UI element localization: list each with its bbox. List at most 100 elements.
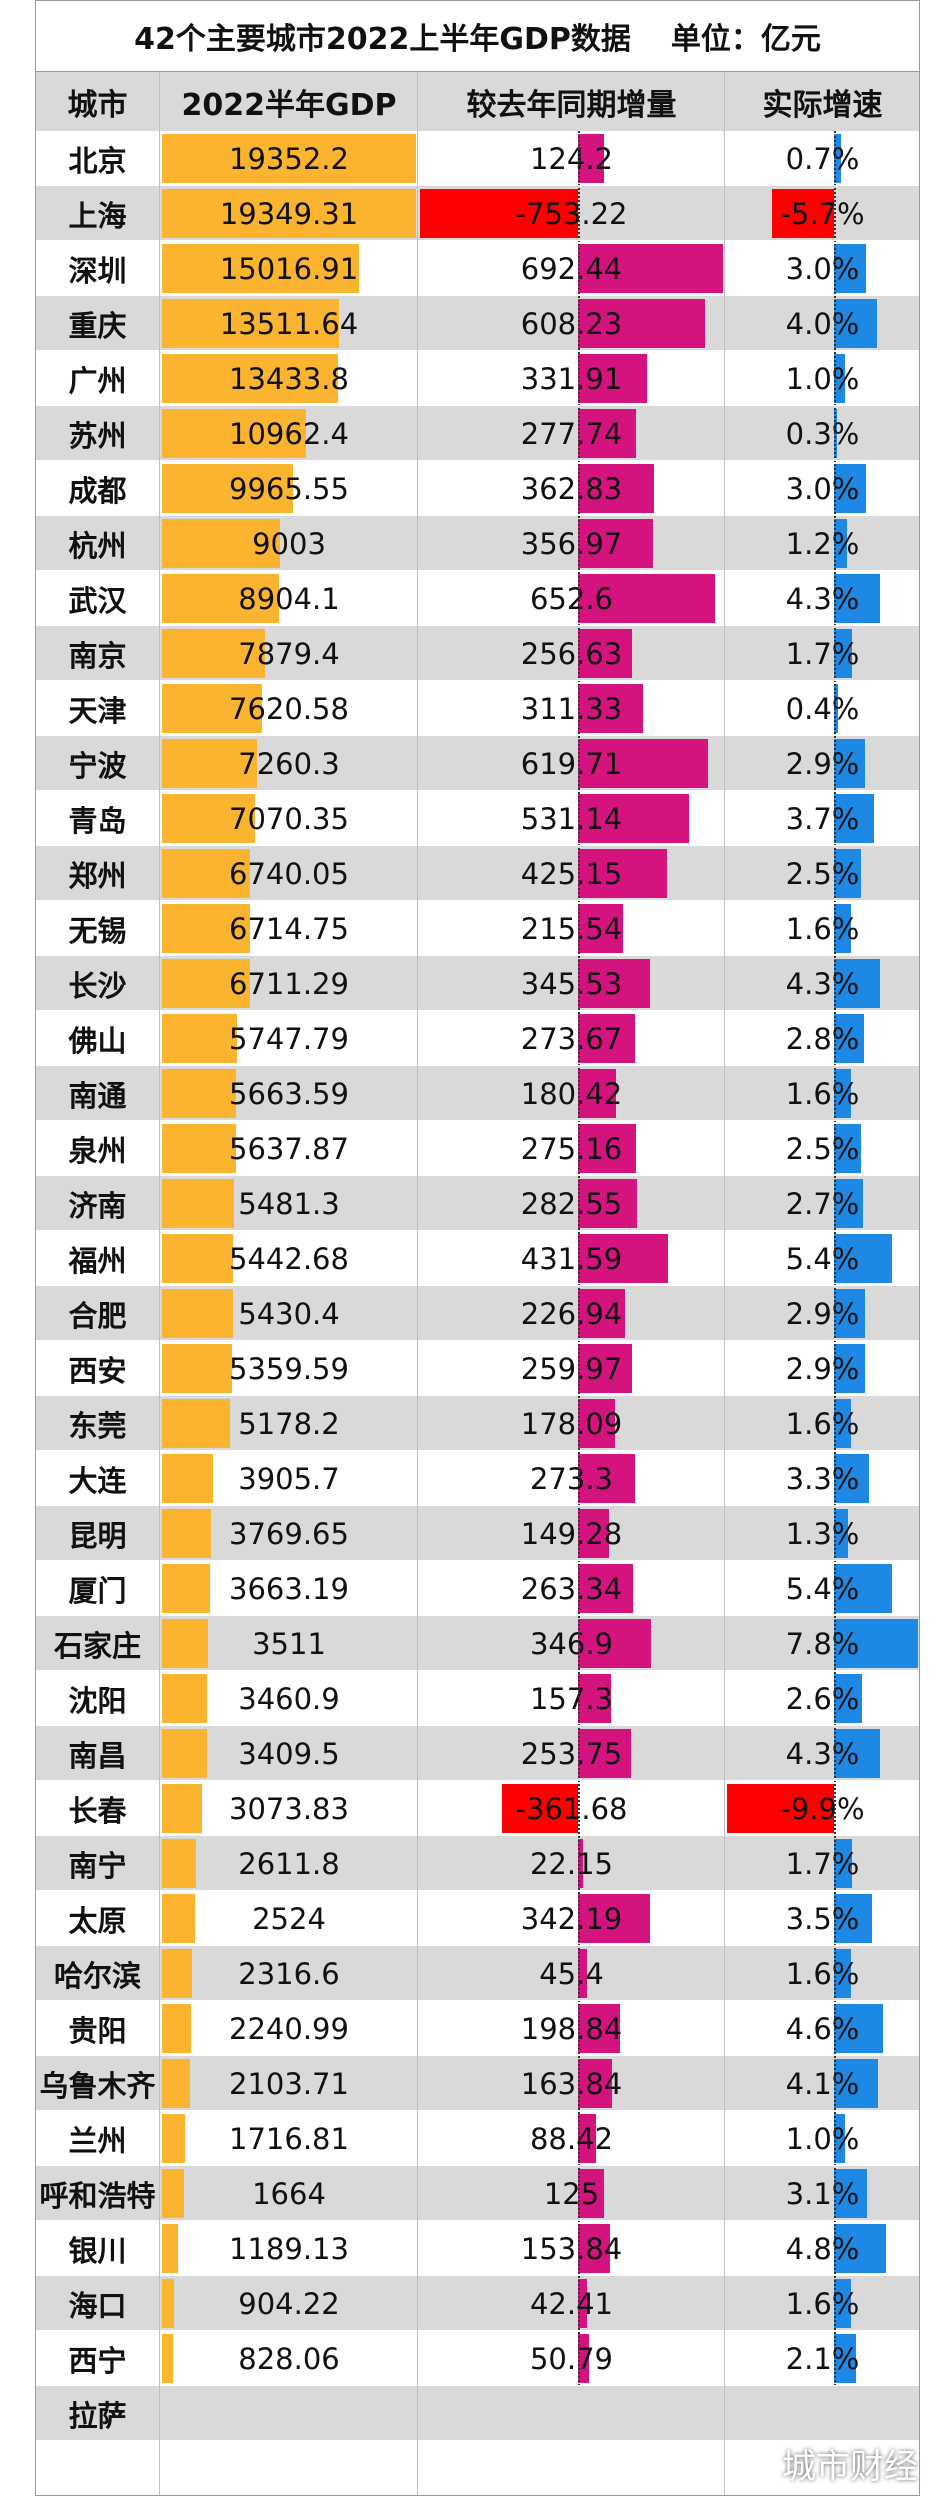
growth-value: 4.3% bbox=[785, 1736, 860, 1771]
increase-value: 619.71 bbox=[520, 746, 623, 781]
growth-value: 3.0% bbox=[785, 251, 860, 286]
gdp-value: 9965.55 bbox=[229, 471, 349, 506]
growth-bar bbox=[833, 1729, 881, 1778]
city: 昆明 bbox=[68, 1518, 127, 1553]
growth-bar bbox=[833, 1344, 866, 1393]
gdp-value: 5747.79 bbox=[229, 1021, 349, 1056]
growth-value: 0.4% bbox=[785, 691, 860, 726]
gdp-value: 8904.1 bbox=[238, 581, 340, 616]
city: 兰州 bbox=[68, 2123, 127, 2158]
increase-value: 198.84 bbox=[520, 2011, 623, 2046]
row-bg bbox=[35, 2386, 920, 2441]
growth-value: 3.3% bbox=[785, 1461, 860, 1496]
gdp-bar bbox=[162, 2279, 174, 2328]
gdp-bar bbox=[162, 1069, 237, 1118]
increase-value: 425.15 bbox=[520, 856, 623, 891]
gdp-value: 5481.3 bbox=[238, 1186, 340, 1221]
increase-bar bbox=[502, 1784, 578, 1833]
increase-bar bbox=[577, 1894, 650, 1943]
gdp-bar bbox=[162, 1509, 212, 1558]
row-border bbox=[35, 295, 920, 296]
increase-bar bbox=[577, 354, 648, 403]
gdp-value: 15016.91 bbox=[219, 251, 359, 286]
gdp-value: 7070.35 bbox=[229, 801, 349, 836]
growth-bar bbox=[833, 2279, 852, 2328]
gdp-value: 19352.2 bbox=[229, 141, 349, 176]
gdp-bar bbox=[162, 1399, 230, 1448]
increase-bar bbox=[577, 794, 690, 843]
increase-bar bbox=[577, 519, 653, 568]
increase-value: 180.42 bbox=[520, 1076, 623, 1111]
increase-bar bbox=[577, 2224, 611, 2273]
row-border bbox=[35, 735, 920, 736]
row-border bbox=[35, 790, 920, 791]
gdp-bar bbox=[162, 959, 251, 1008]
row-border bbox=[35, 625, 920, 626]
increase-bar bbox=[577, 464, 654, 513]
increase-bar bbox=[577, 849, 667, 898]
growth-bar bbox=[772, 189, 834, 238]
increase-value: 124.2 bbox=[529, 141, 614, 176]
increase-value: 88.42 bbox=[529, 2121, 614, 2156]
increase-value: 311.33 bbox=[520, 691, 623, 726]
column-header: 较去年同期增量 bbox=[466, 87, 677, 123]
gdp-bar bbox=[162, 2059, 190, 2108]
increase-value: 253.75 bbox=[520, 1736, 623, 1771]
growth-bar bbox=[833, 1949, 852, 1998]
row-border bbox=[35, 2385, 920, 2386]
row-border bbox=[35, 1120, 920, 1121]
increase-bar bbox=[577, 904, 624, 953]
gdp-value: 5442.68 bbox=[229, 1241, 349, 1276]
increase-value: 331.91 bbox=[520, 361, 623, 396]
increase-bar bbox=[577, 1069, 616, 1118]
increase-bar bbox=[577, 2004, 620, 2053]
growth-value: 3.0% bbox=[785, 471, 860, 506]
gdp-bar bbox=[162, 354, 339, 403]
increase-bar bbox=[577, 1289, 626, 1338]
growth-value: 0.7% bbox=[785, 141, 860, 176]
growth-bar bbox=[833, 299, 877, 348]
title-row: 42个主要城市2022上半年GDP数据 单位：亿元 bbox=[35, 0, 920, 72]
city: 西安 bbox=[68, 1353, 127, 1388]
growth-bar bbox=[833, 1839, 853, 1888]
increase-value: 157.3 bbox=[529, 1681, 614, 1716]
growth-value: -9.9% bbox=[780, 1791, 865, 1826]
city: 沈阳 bbox=[68, 1683, 127, 1718]
gdp-bar bbox=[162, 849, 251, 898]
gdp-value: 2611.8 bbox=[238, 1846, 340, 1881]
increase-bar bbox=[577, 684, 644, 733]
city: 呼和浩特 bbox=[39, 2178, 156, 2213]
gdp-bar bbox=[162, 1124, 236, 1173]
increase-bar bbox=[577, 739, 708, 788]
gdp-value: 5178.2 bbox=[238, 1406, 340, 1441]
city: 银川 bbox=[68, 2233, 127, 2268]
gdp-bar bbox=[162, 2334, 173, 2383]
growth-value: 4.0% bbox=[785, 306, 860, 341]
city: 大连 bbox=[68, 1463, 127, 1498]
city: 南宁 bbox=[68, 1848, 127, 1883]
gdp-bar bbox=[162, 1619, 209, 1668]
increase-value: 125 bbox=[543, 2176, 600, 2211]
gdp-value: 5637.87 bbox=[229, 1131, 349, 1166]
increase-value: 259.97 bbox=[520, 1351, 623, 1386]
growth-bar bbox=[833, 1619, 918, 1668]
unit: 单位：亿元 bbox=[670, 22, 821, 57]
increase-value: 652.6 bbox=[529, 581, 614, 616]
city: 长沙 bbox=[68, 968, 127, 1003]
growth-value: 5.4% bbox=[785, 1571, 860, 1606]
city: 东莞 bbox=[68, 1408, 127, 1443]
gdp-value: 5430.4 bbox=[238, 1296, 340, 1331]
row-border bbox=[35, 2220, 920, 2221]
row-bg bbox=[35, 2276, 920, 2331]
growth-bar bbox=[833, 739, 866, 788]
increase-value: 178.09 bbox=[520, 1406, 623, 1441]
row-border bbox=[35, 680, 920, 681]
gdp-bar bbox=[162, 629, 266, 678]
city: 泉州 bbox=[68, 1133, 127, 1168]
row-border bbox=[35, 350, 920, 351]
increase-bar bbox=[577, 629, 632, 678]
growth-bar bbox=[833, 244, 867, 293]
city: 太原 bbox=[68, 1903, 127, 1938]
gdp-bar bbox=[162, 1839, 197, 1888]
